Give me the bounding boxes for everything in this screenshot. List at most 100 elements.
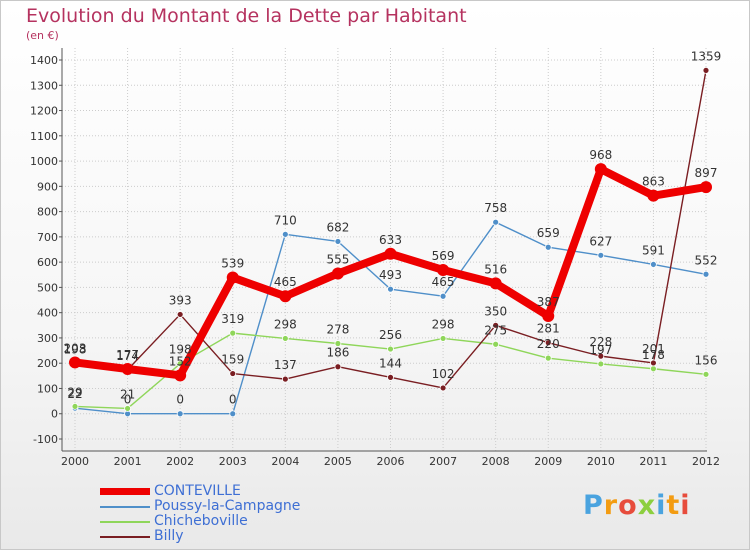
data-point: [594, 163, 607, 176]
x-tick-label: 2010: [587, 455, 615, 468]
data-point: [437, 263, 450, 276]
data-label: 516: [484, 262, 507, 276]
y-tick-label: 1300: [30, 79, 58, 92]
data-label: 350: [484, 304, 507, 318]
data-label: 22: [67, 387, 82, 401]
logo-letter: P: [583, 490, 604, 521]
logo-letter: i: [656, 490, 667, 521]
x-tick-label: 2009: [534, 455, 562, 468]
legend-item-conteville: CONTEVILLE: [100, 484, 360, 499]
data-label: 552: [695, 253, 718, 267]
data-point: [279, 290, 292, 303]
data-point: [387, 285, 394, 293]
data-point: [281, 335, 289, 342]
y-tick-label: 900: [37, 180, 58, 193]
data-point: [439, 292, 447, 300]
y-tick-label: 1200: [30, 105, 58, 118]
y-tick-label: 0: [51, 408, 58, 421]
data-label: 220: [537, 337, 560, 351]
data-point: [384, 247, 397, 260]
logo-letter: o: [618, 490, 638, 521]
data-point: [597, 251, 605, 259]
data-point: [650, 359, 657, 367]
logo-letter: r: [603, 490, 619, 521]
y-tick-label: 700: [37, 231, 58, 244]
data-point: [124, 405, 131, 412]
data-point: [647, 189, 660, 202]
data-label: 591: [642, 243, 665, 257]
data-label: 465: [274, 275, 297, 289]
data-point: [334, 363, 342, 371]
data-point: [176, 311, 184, 318]
x-tick-label: 2007: [429, 455, 457, 468]
data-label: 186: [326, 346, 349, 360]
data-point: [69, 356, 81, 369]
x-tick-label: 2000: [61, 455, 89, 468]
data-label: 275: [484, 323, 507, 337]
y-tick-label: 400: [37, 307, 58, 320]
data-point: [597, 352, 605, 360]
y-tick-label: 300: [37, 332, 58, 345]
data-label: 863: [642, 175, 665, 189]
data-point: [229, 410, 237, 418]
data-point: [334, 340, 342, 347]
legend-label-chicheboville: Chicheboville: [154, 513, 248, 529]
data-point: [702, 66, 710, 74]
data-label: 144: [379, 356, 402, 370]
data-label: 298: [274, 317, 297, 331]
y-tick-label: 500: [37, 281, 58, 294]
data-point: [439, 335, 447, 342]
legend-item-chicheboville: Chicheboville: [100, 514, 360, 529]
data-label: 0: [176, 393, 184, 407]
data-point: [281, 230, 289, 238]
x-tick-label: 2004: [271, 455, 299, 468]
logo-letter: t: [666, 490, 681, 521]
y-tick-label: 1100: [30, 130, 58, 143]
legend-swatch-billy: [100, 536, 150, 538]
data-point: [492, 340, 500, 348]
data-label: 758: [484, 201, 507, 215]
data-point: [176, 410, 184, 418]
data-point: [542, 309, 555, 322]
data-point: [702, 270, 710, 278]
data-point: [334, 238, 342, 245]
y-tick-label: 200: [37, 357, 58, 370]
data-label: 298: [432, 317, 455, 331]
data-label: 198: [64, 343, 87, 357]
data-point: [544, 354, 552, 362]
y-tick-label: -100: [33, 433, 58, 446]
legend-item-poussy: Poussy-la-Campagne: [100, 499, 360, 514]
proxiti-logo: Proxiti: [583, 490, 691, 521]
data-point: [71, 403, 79, 410]
data-label: 29: [67, 385, 82, 399]
legend-label-poussy: Poussy-la-Campagne: [154, 498, 301, 514]
data-point: [226, 271, 239, 284]
data-point: [544, 339, 552, 347]
data-label: 659: [537, 226, 560, 240]
legend: CONTEVILLE Poussy-la-Campagne Chichebovi…: [100, 484, 360, 544]
data-point: [702, 370, 710, 378]
data-label: 137: [274, 358, 297, 372]
legend-swatch-chicheboville: [100, 521, 150, 523]
data-label: 633: [379, 233, 402, 247]
data-point: [387, 373, 394, 381]
data-label: 493: [379, 268, 402, 282]
data-point: [229, 329, 237, 337]
x-tick-label: 2003: [219, 455, 247, 468]
data-label: 174: [116, 349, 139, 363]
legend-label-billy: Billy: [154, 528, 184, 544]
data-label: 21: [120, 387, 135, 401]
data-label: 569: [432, 249, 455, 263]
data-point: [121, 363, 134, 376]
data-point: [331, 267, 344, 280]
data-label: 0: [124, 393, 132, 407]
data-label: 198: [169, 343, 192, 357]
data-point: [281, 375, 289, 383]
y-tick-label: 100: [37, 382, 58, 395]
data-label: 465: [432, 275, 455, 289]
data-label: 539: [221, 257, 244, 271]
legend-item-billy: Billy: [100, 529, 360, 544]
legend-label-conteville: CONTEVILLE: [154, 483, 241, 499]
data-label: 1359: [691, 49, 722, 63]
